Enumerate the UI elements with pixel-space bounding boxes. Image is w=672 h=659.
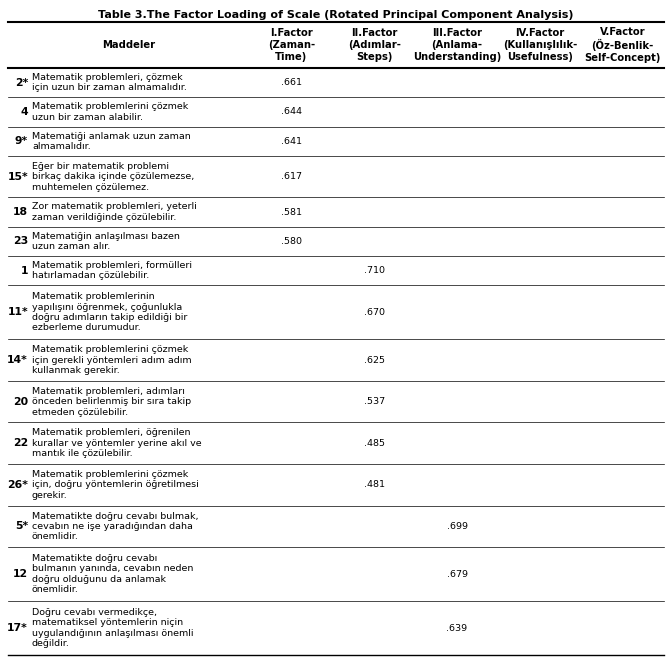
Text: Zor matematik problemleri, yeterli
zaman verildiğinde çözülebilir.: Zor matematik problemleri, yeterli zaman…: [32, 202, 197, 222]
Text: IV.Factor
(Kullanışlılık-
Usefulness): IV.Factor (Kullanışlılık- Usefulness): [503, 28, 577, 61]
Text: Matematik problemlerinin
yapılışını öğrenmek, çoğunlukla
doğru adımların takip e: Matematik problemlerinin yapılışını öğre…: [32, 292, 187, 332]
Text: I.Factor
(Zaman-
Time): I.Factor (Zaman- Time): [268, 28, 315, 61]
Text: .617: .617: [281, 172, 302, 181]
Text: .639: .639: [446, 623, 468, 633]
Text: .485: .485: [364, 439, 384, 447]
Text: 5*: 5*: [15, 521, 28, 531]
Text: 23: 23: [13, 237, 28, 246]
Text: V.Factor
(Öz-Benlik-
Self-Concept): V.Factor (Öz-Benlik- Self-Concept): [585, 27, 661, 63]
Text: Matematiğin anlaşılması bazen
uzun zaman alır.: Matematiğin anlaşılması bazen uzun zaman…: [32, 232, 180, 251]
Text: Matematik problemleri, formülleri
hatırlamadan çözülebilir.: Matematik problemleri, formülleri hatırl…: [32, 261, 192, 280]
Text: 4: 4: [20, 107, 28, 117]
Text: .661: .661: [281, 78, 302, 87]
Text: Matematik problemlerini çözmek
uzun bir zaman alabilir.: Matematik problemlerini çözmek uzun bir …: [32, 102, 188, 122]
Text: Matematik problemleri, çözmek
için uzun bir zaman almamalıdır.: Matematik problemleri, çözmek için uzun …: [32, 73, 187, 92]
Text: .670: .670: [364, 308, 384, 317]
Text: .641: .641: [281, 136, 302, 146]
Text: III.Factor
(Anlama-
Understanding): III.Factor (Anlama- Understanding): [413, 28, 501, 61]
Text: 20: 20: [13, 397, 28, 407]
Text: .625: .625: [364, 356, 384, 364]
Text: Matematikte doğru cevabı bulmak,
cevabın ne işe yaradığından daha
önemlidir.: Matematikte doğru cevabı bulmak, cevabın…: [32, 511, 198, 541]
Text: 14*: 14*: [7, 355, 28, 365]
Text: .581: .581: [281, 208, 302, 217]
Text: Matematik problemleri, adımları
önceden belirlenmiş bir sıra takip
etmeden çözül: Matematik problemleri, adımları önceden …: [32, 387, 191, 416]
Text: .580: .580: [281, 237, 302, 246]
Text: .537: .537: [364, 397, 385, 406]
Text: 15*: 15*: [7, 172, 28, 182]
Text: 2*: 2*: [15, 78, 28, 88]
Text: 1: 1: [21, 266, 28, 275]
Text: II.Factor
(Adımlar-
Steps): II.Factor (Adımlar- Steps): [348, 28, 401, 61]
Text: Maddeler: Maddeler: [102, 40, 155, 50]
Text: Matematikte doğru cevabı
bulmanın yanında, cevabın neden
doğru olduğunu da anlam: Matematikte doğru cevabı bulmanın yanınd…: [32, 554, 194, 594]
Text: 11*: 11*: [7, 307, 28, 317]
Text: Doğru cevabı vermedikçe,
matematiksel yöntemlerin niçin
uygulandığının anlaşılma: Doğru cevabı vermedikçe, matematiksel yö…: [32, 608, 194, 648]
Text: .679: .679: [446, 569, 468, 579]
Text: Matematik problemlerini çözmek
için, doğru yöntemlerin öğretilmesi
gerekir.: Matematik problemlerini çözmek için, doğ…: [32, 470, 199, 500]
Text: 18: 18: [13, 207, 28, 217]
Text: Eğer bir matematik problemi
birkaç dakika içinde çözülemezse,
muhtemelen çözülem: Eğer bir matematik problemi birkaç dakik…: [32, 161, 194, 192]
Text: Matematik problemlerini çözmek
için gerekli yöntemleri adım adım
kullanmak gerek: Matematik problemlerini çözmek için gere…: [32, 345, 192, 375]
Text: .710: .710: [364, 266, 384, 275]
Text: 26*: 26*: [7, 480, 28, 490]
Text: .481: .481: [364, 480, 384, 490]
Text: Matematik problemleri, öğrenilen
kurallar ve yöntemler yerine akıl ve
mantık ile: Matematik problemleri, öğrenilen kuralla…: [32, 428, 202, 458]
Text: 22: 22: [13, 438, 28, 448]
Text: 12: 12: [13, 569, 28, 579]
Text: .644: .644: [281, 107, 302, 117]
Text: Table 3.The Factor Loading of Scale (Rotated Principal Component Analysis): Table 3.The Factor Loading of Scale (Rot…: [98, 10, 574, 20]
Text: 9*: 9*: [15, 136, 28, 146]
Text: 17*: 17*: [7, 623, 28, 633]
Text: Matematiği anlamak uzun zaman
almamalıdır.: Matematiği anlamak uzun zaman almamalıdı…: [32, 132, 191, 151]
Text: .699: .699: [446, 522, 468, 531]
